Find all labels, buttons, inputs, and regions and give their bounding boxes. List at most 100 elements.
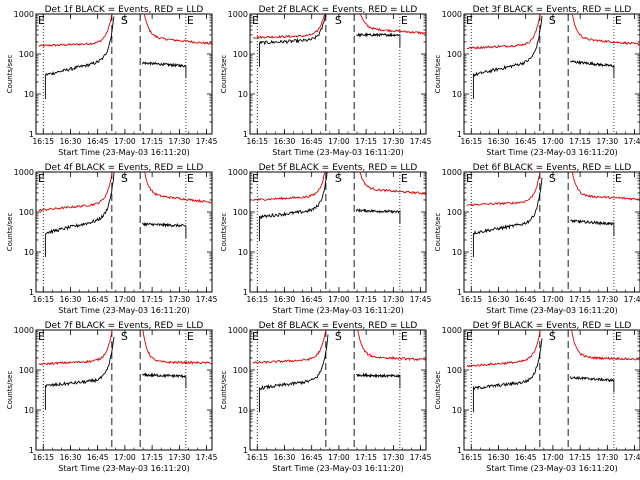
- x-tick-label: 17:45: [624, 453, 640, 462]
- x-tick-label: 16:30: [274, 137, 296, 146]
- x-tick-label: 17:15: [141, 453, 163, 462]
- panel-title: Det 8f BLACK = Events, RED = LLD: [259, 321, 418, 331]
- x-tick-label: 16:30: [488, 137, 510, 146]
- x-tick-label: 17:00: [328, 295, 350, 304]
- lld-series-pre: [38, 14, 113, 48]
- events-series-pre: [258, 334, 329, 413]
- x-tick-label: 16:30: [488, 453, 510, 462]
- x-tick-label: 17:15: [141, 137, 163, 146]
- y-tick-label: 1000: [228, 326, 248, 335]
- panel-det-3: Det 3f BLACK = Events, RED = LLD 1 10 100 10…: [434, 5, 640, 157]
- y-tick-label: 1: [457, 288, 462, 297]
- x-tick-label: 17:15: [569, 137, 591, 146]
- panel-title: Det 2f BLACK = Events, RED = LLD: [259, 5, 418, 15]
- y-axis-label: Counts/sec: [6, 371, 14, 410]
- y-tick-label: 1000: [14, 10, 34, 19]
- panel-det-6: Det 6f BLACK = Events, RED = LLD 1 10 100 10…: [434, 163, 640, 315]
- lld-series-pre: [252, 172, 326, 201]
- y-tick-label: 1: [457, 130, 462, 139]
- events-series-post: [569, 375, 615, 393]
- y-tick-label: 10: [238, 248, 248, 257]
- x-tick-label: 16:45: [87, 295, 109, 304]
- lld-series-post: [144, 172, 212, 204]
- y-tick-label: 10: [24, 248, 34, 257]
- marker-label-end: E: [615, 330, 622, 343]
- panel-frame: [463, 13, 640, 135]
- y-axis-label: Counts/sec: [6, 55, 14, 94]
- x-axis-label: Start Time (23-May-03 16:11:20): [272, 464, 403, 473]
- x-tick-label: 17:00: [114, 295, 136, 304]
- y-tick-label: 10: [452, 406, 462, 415]
- panel-plot-area: [466, 172, 640, 257]
- x-tick-label: 17:45: [410, 453, 432, 462]
- x-tick-label: 17:45: [624, 137, 640, 146]
- x-tick-label: 16:30: [274, 295, 296, 304]
- marker-label-end: E: [615, 14, 622, 27]
- x-tick-label: 16:15: [246, 295, 268, 304]
- panel-det-5: Det 5f BLACK = Events, RED = LLD 1 10 100 10…: [220, 163, 432, 315]
- panel-frame: [35, 329, 213, 451]
- panel-plot-area: [252, 14, 426, 67]
- x-tick-label: 16:45: [515, 137, 537, 146]
- x-tick-label: 17:30: [597, 295, 619, 304]
- lld-series-pre: [252, 14, 326, 40]
- panel-plot-area: [252, 172, 426, 242]
- panel-title: Det 5f BLACK = Events, RED = LLD: [259, 163, 418, 173]
- marker-label-middle: S: [549, 172, 556, 185]
- y-tick-label: 100: [447, 50, 462, 59]
- x-tick-label: 17:15: [355, 295, 377, 304]
- x-tick-label: 17:45: [196, 137, 218, 146]
- x-axis-label: Start Time (23-May-03 16:11:20): [272, 306, 403, 315]
- x-tick-label: 16:15: [246, 137, 268, 146]
- panel-plot-area: [466, 14, 640, 99]
- y-tick-label: 1000: [14, 326, 34, 335]
- y-tick-label: 1000: [442, 168, 462, 177]
- y-tick-label: 1000: [442, 326, 462, 335]
- y-tick-label: 1: [29, 446, 34, 455]
- x-axis-label: Start Time (23-May-03 16:11:20): [486, 306, 617, 315]
- y-tick-label: 1000: [228, 168, 248, 177]
- x-tick-label: 17:30: [383, 137, 405, 146]
- x-axis-label: Start Time (23-May-03 16:11:20): [486, 148, 617, 157]
- x-axis-label: Start Time (23-May-03 16:11:20): [58, 148, 189, 157]
- y-tick-label: 10: [24, 406, 34, 415]
- panel-title: Det 3f BLACK = Events, RED = LLD: [473, 5, 632, 15]
- lld-series-post: [357, 330, 426, 361]
- y-tick-label: 10: [238, 90, 248, 99]
- events-series-post: [356, 32, 401, 47]
- y-tick-label: 10: [452, 248, 462, 257]
- events-series-post: [355, 207, 401, 224]
- x-tick-label: 16:45: [301, 137, 323, 146]
- x-tick-label: 17:00: [328, 137, 350, 146]
- marker-label-start: E: [466, 330, 473, 343]
- panel-title: Det 9f BLACK = Events, RED = LLD: [473, 321, 632, 331]
- lld-series-pre: [252, 330, 327, 365]
- panel-frame: [249, 171, 427, 293]
- lld-series-pre: [466, 172, 541, 207]
- lld-series-pre: [38, 172, 113, 212]
- y-axis-label: Counts/sec: [434, 213, 442, 252]
- x-axis-label: Start Time (23-May-03 16:11:20): [58, 464, 189, 473]
- marker-label-start: E: [38, 14, 45, 27]
- x-tick-label: 17:00: [542, 295, 564, 304]
- y-tick-label: 100: [19, 208, 34, 217]
- panel-title: Det 1f BLACK = Events, RED = LLD: [45, 5, 204, 15]
- marker-label-middle: S: [121, 330, 128, 343]
- x-tick-label: 17:30: [383, 453, 405, 462]
- marker-label-middle: S: [549, 14, 556, 27]
- marker-label-start: E: [252, 14, 259, 27]
- x-tick-label: 17:45: [196, 295, 218, 304]
- lld-series-post: [571, 14, 640, 46]
- x-tick-label: 16:15: [246, 453, 268, 462]
- x-tick-label: 16:45: [87, 453, 109, 462]
- y-tick-label: 1: [457, 446, 462, 455]
- x-tick-label: 17:30: [169, 453, 191, 462]
- panel-title: Det 7f BLACK = Events, RED = LLD: [45, 321, 204, 331]
- marker-label-end: E: [401, 14, 408, 27]
- marker-label-start: E: [466, 14, 473, 27]
- x-tick-label: 16:30: [60, 453, 82, 462]
- x-tick-label: 17:15: [569, 295, 591, 304]
- panel-plot-area: [38, 172, 212, 257]
- x-tick-label: 17:00: [542, 453, 564, 462]
